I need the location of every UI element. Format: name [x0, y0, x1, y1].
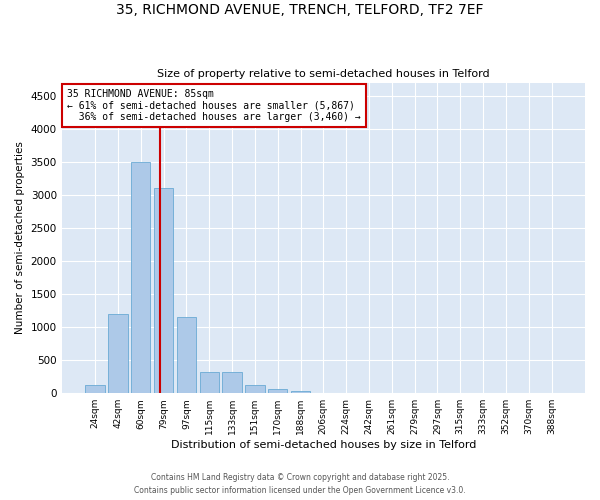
Bar — [245, 386, 265, 393]
Bar — [85, 386, 105, 393]
Y-axis label: Number of semi-detached properties: Number of semi-detached properties — [15, 142, 25, 334]
Bar — [314, 392, 333, 393]
Title: Size of property relative to semi-detached houses in Telford: Size of property relative to semi-detach… — [157, 69, 490, 79]
Bar — [268, 389, 287, 393]
Text: 35 RICHMOND AVENUE: 85sqm
← 61% of semi-detached houses are smaller (5,867)
  36: 35 RICHMOND AVENUE: 85sqm ← 61% of semi-… — [67, 89, 361, 122]
Bar — [131, 162, 151, 393]
Bar — [200, 372, 219, 393]
Bar — [154, 188, 173, 393]
Text: 35, RICHMOND AVENUE, TRENCH, TELFORD, TF2 7EF: 35, RICHMOND AVENUE, TRENCH, TELFORD, TF… — [116, 2, 484, 16]
Bar — [223, 372, 242, 393]
Text: Contains HM Land Registry data © Crown copyright and database right 2025.
Contai: Contains HM Land Registry data © Crown c… — [134, 474, 466, 495]
Bar — [108, 314, 128, 393]
X-axis label: Distribution of semi-detached houses by size in Telford: Distribution of semi-detached houses by … — [170, 440, 476, 450]
Bar — [177, 317, 196, 393]
Bar — [291, 391, 310, 393]
